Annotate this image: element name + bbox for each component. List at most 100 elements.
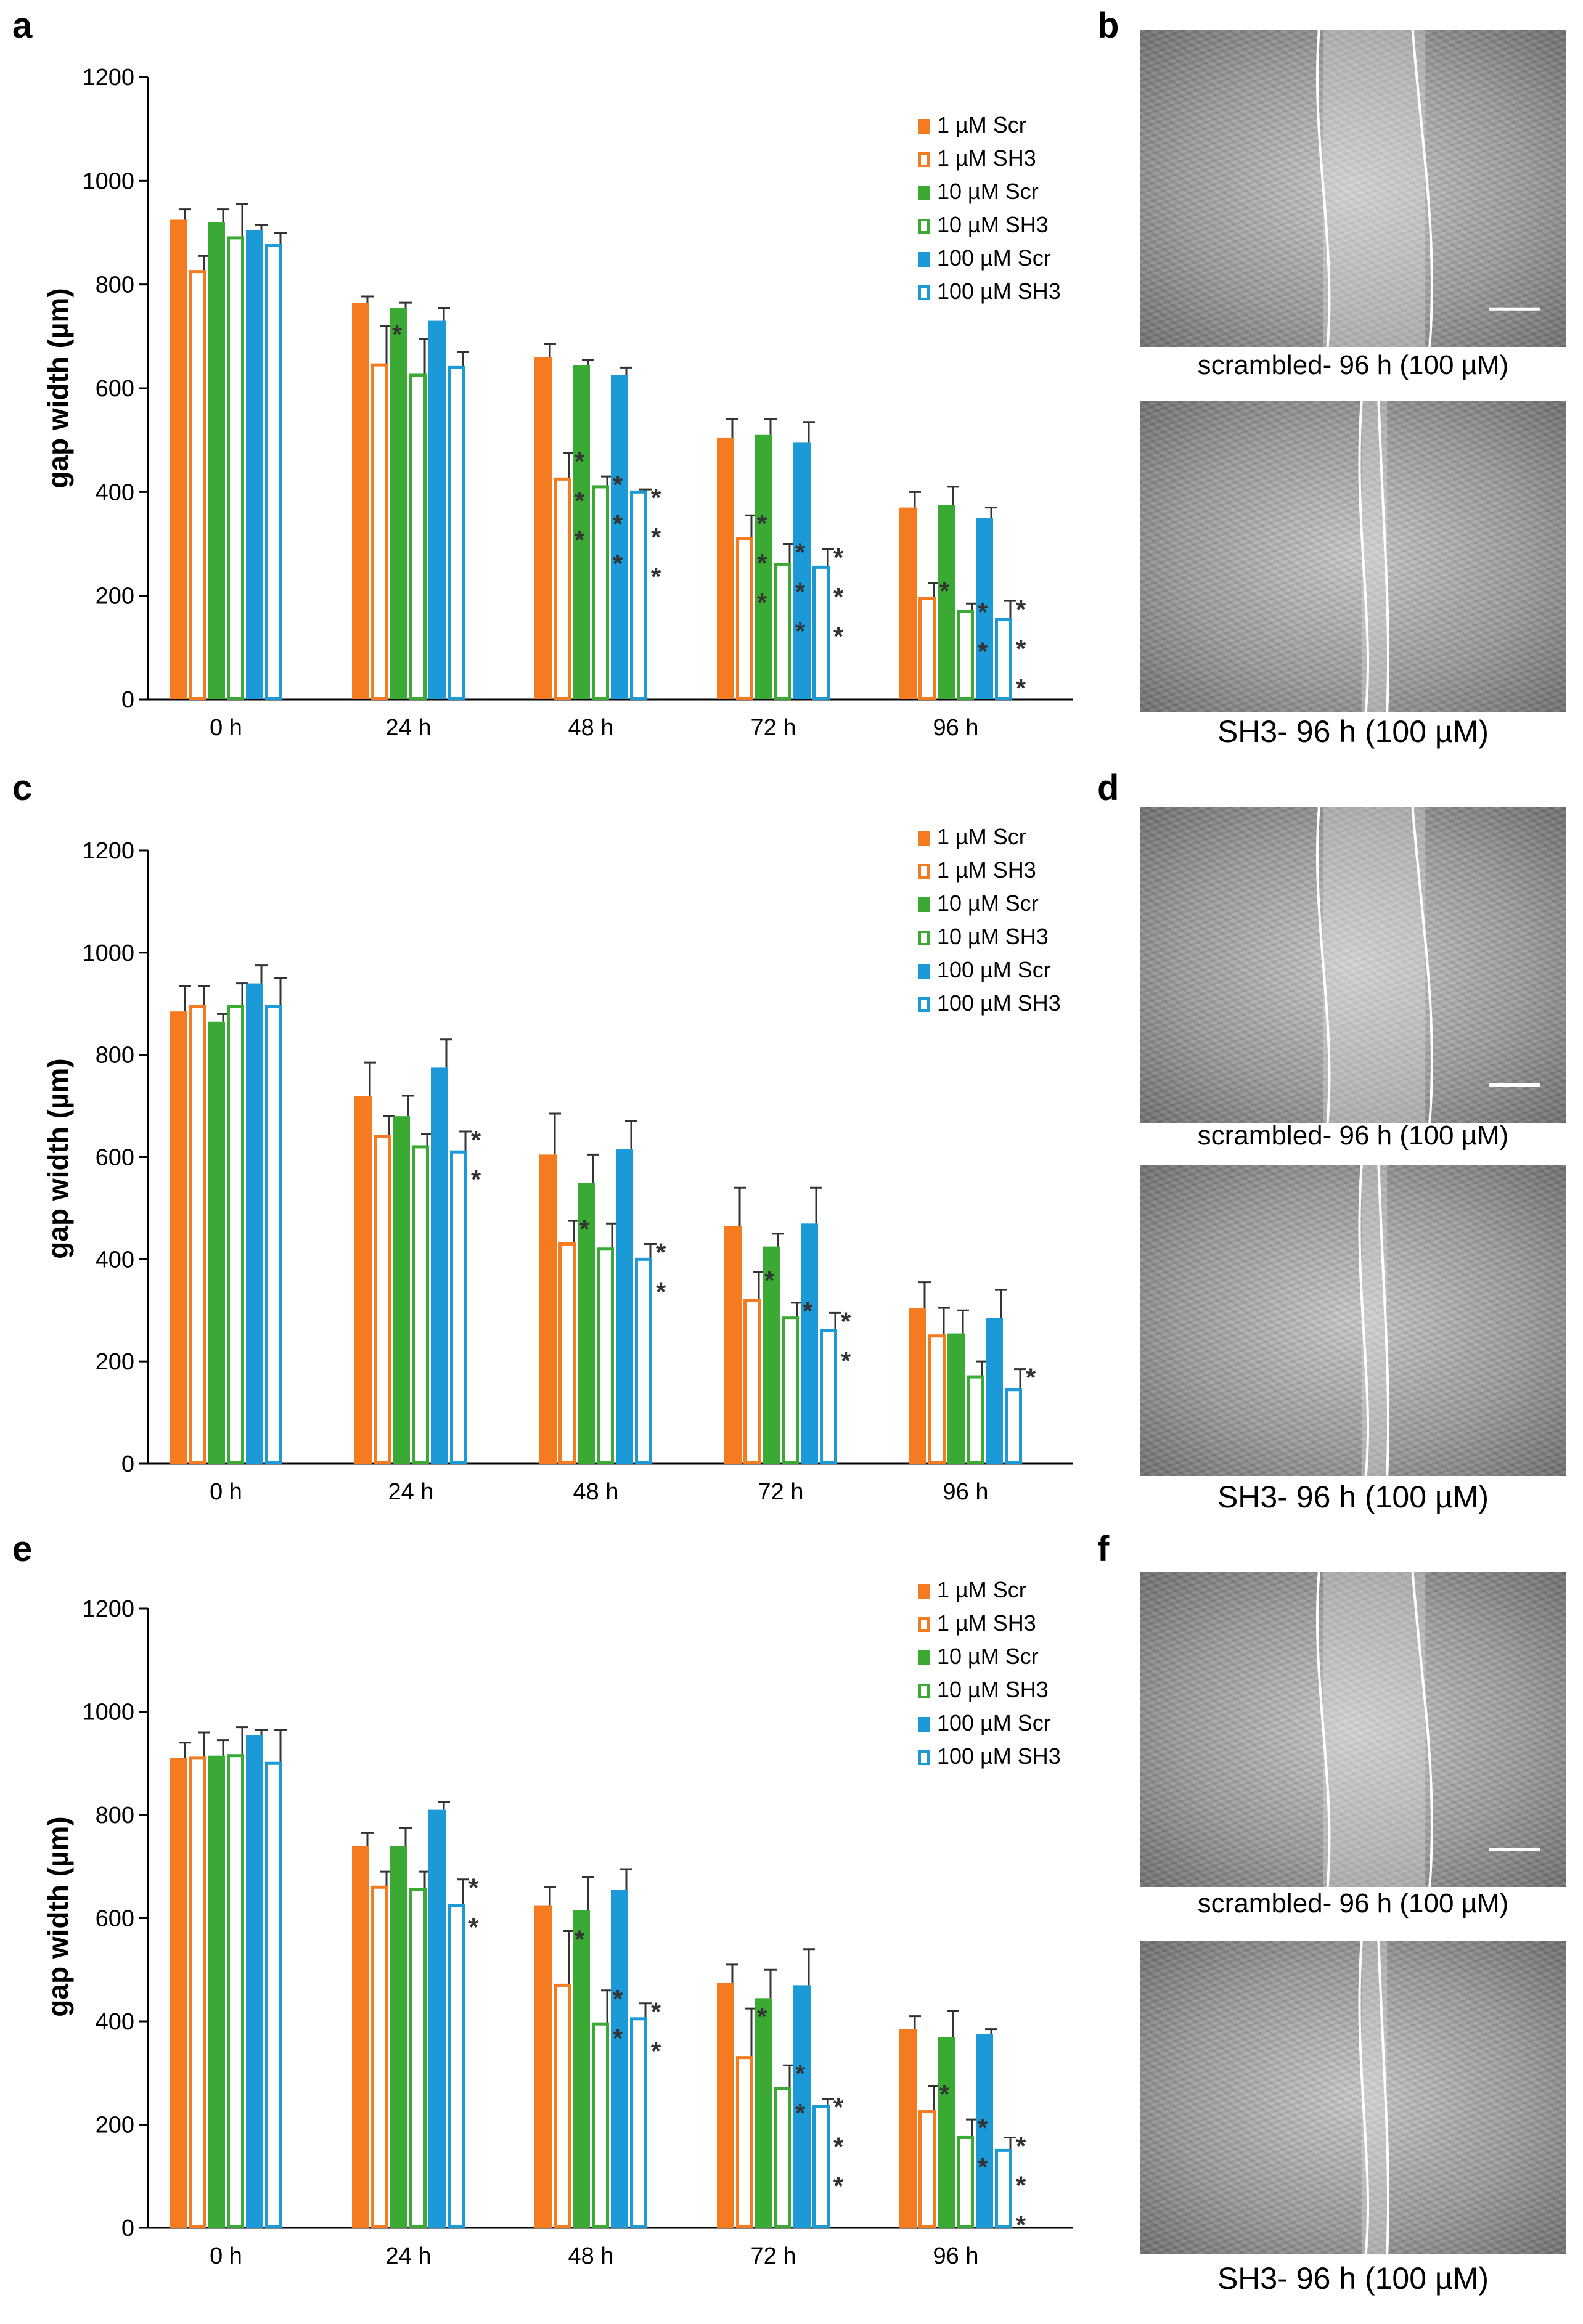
y-tick-label: 1000 bbox=[82, 940, 134, 966]
legend-swatch bbox=[918, 864, 930, 879]
y-tick-label: 800 bbox=[96, 1803, 134, 1829]
bar bbox=[1005, 1388, 1022, 1464]
y-tick-label: 1200 bbox=[82, 65, 134, 91]
wound-boundary-line bbox=[1411, 807, 1433, 1123]
y-tick-label: 400 bbox=[96, 1247, 134, 1273]
wound-boundary-line bbox=[1358, 1941, 1370, 2254]
bar bbox=[412, 1145, 429, 1464]
significance-star: * bbox=[651, 2037, 661, 2066]
bar bbox=[428, 1809, 446, 2228]
micrograph-caption-scrambled: scrambled- 96 h (100 µM) bbox=[1197, 350, 1509, 380]
significance-star: * bbox=[468, 1873, 479, 1902]
significance-star: * bbox=[757, 548, 767, 577]
bar bbox=[450, 1150, 467, 1465]
bar bbox=[957, 610, 974, 701]
bar bbox=[354, 1096, 372, 1464]
x-tick-label: 72 h bbox=[751, 2243, 796, 2269]
bar bbox=[611, 1890, 628, 2228]
significance-star: * bbox=[656, 1237, 666, 1266]
significance-star: * bbox=[575, 447, 585, 476]
significance-star: * bbox=[841, 1307, 851, 1335]
significance-star: * bbox=[795, 617, 806, 646]
significance-star: * bbox=[833, 2172, 844, 2201]
bar bbox=[782, 1316, 799, 1464]
bar bbox=[393, 1116, 410, 1464]
y-tick-label: 0 bbox=[121, 687, 134, 713]
chart-a: 0 200 400 600 800 1000 1200 gap width (µm) 0 h 24… bbox=[42, 65, 1073, 741]
wound-boundary-line bbox=[1358, 1165, 1370, 1476]
bar bbox=[208, 222, 225, 700]
significance-star: * bbox=[757, 509, 767, 538]
bar bbox=[918, 2110, 936, 2228]
bar bbox=[592, 2022, 609, 2228]
bar bbox=[938, 2037, 955, 2228]
bar bbox=[967, 1375, 984, 1465]
bar bbox=[909, 1308, 926, 1464]
y-tick-label: 1000 bbox=[82, 168, 134, 194]
legend-swatch bbox=[918, 897, 930, 912]
wound-edge-lines bbox=[1315, 807, 1540, 1123]
panel-letter-d: d bbox=[1097, 768, 1119, 808]
bar bbox=[616, 1149, 633, 1464]
y-tick-label: 600 bbox=[96, 1145, 134, 1171]
bar bbox=[227, 1754, 244, 2228]
significance-star: * bbox=[1016, 674, 1026, 703]
legend-label: 100 µM Scr bbox=[937, 1710, 1051, 1735]
wound-edge-lines bbox=[1315, 1572, 1540, 1887]
bar bbox=[793, 1985, 811, 2228]
legend-swatch bbox=[918, 831, 930, 846]
wound-edge-lines bbox=[1358, 401, 1390, 712]
panel-letter-a: a bbox=[12, 6, 33, 46]
bar bbox=[534, 1905, 552, 2228]
top-micrograph-f bbox=[1140, 1572, 1566, 1887]
legend-swatch bbox=[918, 119, 930, 134]
bar bbox=[448, 365, 465, 700]
micrograph-caption-sh3: SH3- 96 h (100 µM) bbox=[1217, 1480, 1489, 1514]
bar bbox=[265, 1761, 282, 2228]
micrograph-caption-scrambled: scrambled- 96 h (100 µM) bbox=[1197, 1120, 1509, 1151]
bar bbox=[189, 270, 206, 700]
bar bbox=[630, 2017, 647, 2228]
y-tick-label: 400 bbox=[96, 2009, 134, 2035]
bar bbox=[611, 375, 628, 699]
legend-label: 1 µM SH3 bbox=[937, 145, 1036, 171]
y-tick-label: 0 bbox=[121, 2216, 134, 2241]
significance-star: * bbox=[575, 526, 585, 555]
bar bbox=[763, 1246, 780, 1464]
y-tick-label: 600 bbox=[96, 1906, 134, 1932]
significance-star: * bbox=[841, 1346, 851, 1375]
bar bbox=[812, 565, 830, 700]
significance-star: * bbox=[613, 549, 623, 578]
wound-gap bbox=[1323, 30, 1426, 347]
significance-star: * bbox=[833, 622, 844, 651]
wound-boundary-line bbox=[1411, 1572, 1433, 1887]
y-axis-label: gap width (µm) bbox=[42, 1058, 74, 1258]
significance-star: * bbox=[1016, 595, 1026, 624]
wound-edge-lines bbox=[1315, 30, 1540, 347]
top-micrograph-b bbox=[1140, 30, 1566, 347]
bar bbox=[755, 434, 772, 699]
bar bbox=[374, 1135, 391, 1465]
y-tick-label: 600 bbox=[96, 376, 134, 402]
bar bbox=[724, 1226, 742, 1464]
wound-boundary-line bbox=[1377, 1165, 1390, 1476]
wound-edge-lines bbox=[1358, 1941, 1390, 2254]
x-tick-label: 96 h bbox=[933, 715, 979, 741]
significance-star: * bbox=[613, 1984, 623, 2013]
legend-label: 100 µM SH3 bbox=[937, 279, 1061, 304]
significance-star: * bbox=[468, 1913, 479, 1942]
bar bbox=[558, 1242, 576, 1465]
significance-star: * bbox=[471, 1165, 481, 1194]
bar bbox=[208, 1755, 225, 2228]
bar bbox=[899, 2029, 917, 2228]
y-tick-label: 800 bbox=[96, 1043, 134, 1069]
significance-star: * bbox=[1016, 2131, 1026, 2160]
bar bbox=[189, 1756, 206, 2228]
bar bbox=[170, 1758, 187, 2228]
y-tick-label: 0 bbox=[121, 1451, 134, 1477]
legend-label: 100 µM Scr bbox=[937, 957, 1051, 982]
bar bbox=[208, 1021, 225, 1464]
bar bbox=[717, 1983, 734, 2228]
bar bbox=[448, 1904, 465, 2228]
micrograph-caption-scrambled: scrambled- 96 h (100 µM) bbox=[1197, 1888, 1509, 1918]
